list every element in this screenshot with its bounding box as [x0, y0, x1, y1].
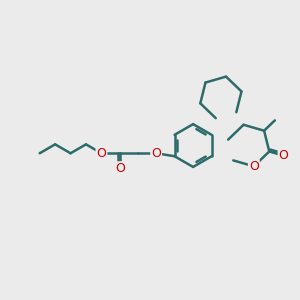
- Text: O: O: [97, 147, 106, 160]
- Text: O: O: [151, 147, 161, 160]
- Text: O: O: [249, 160, 259, 173]
- Text: O: O: [115, 162, 125, 175]
- Text: O: O: [279, 149, 289, 162]
